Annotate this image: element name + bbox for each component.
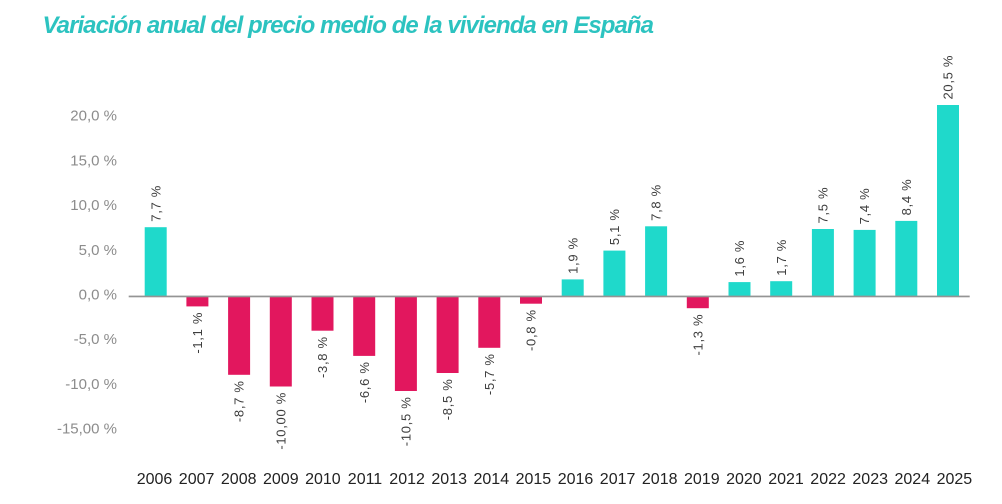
svg-text:-0,8 %: -0,8 % bbox=[524, 309, 539, 351]
svg-text:2016: 2016 bbox=[558, 471, 594, 488]
svg-text:0,0 %: 0,0 % bbox=[79, 287, 117, 304]
svg-text:-5,0 %: -5,0 % bbox=[74, 331, 117, 348]
svg-text:7,8 %: 7,8 % bbox=[649, 184, 664, 221]
svg-text:-3,8 %: -3,8 % bbox=[315, 336, 330, 378]
svg-text:2022: 2022 bbox=[810, 471, 846, 488]
svg-text:-15,00 %: -15,00 % bbox=[57, 421, 117, 438]
svg-text:1,7 %: 1,7 % bbox=[774, 239, 789, 276]
svg-text:2020: 2020 bbox=[726, 471, 762, 488]
svg-text:2012: 2012 bbox=[389, 471, 425, 488]
svg-text:Variación anual del precio med: Variación anual del precio medio de la v… bbox=[43, 12, 654, 39]
svg-text:2014: 2014 bbox=[474, 471, 510, 488]
svg-text:2024: 2024 bbox=[895, 471, 931, 488]
svg-text:-6,6 %: -6,6 % bbox=[357, 361, 372, 403]
svg-text:-10,5 %: -10,5 % bbox=[399, 397, 414, 447]
svg-text:2008: 2008 bbox=[221, 471, 257, 488]
svg-text:15,0 %: 15,0 % bbox=[70, 152, 117, 169]
svg-text:2011: 2011 bbox=[348, 471, 383, 488]
svg-text:2015: 2015 bbox=[516, 471, 552, 488]
svg-text:1,9 %: 1,9 % bbox=[565, 237, 580, 274]
svg-text:5,0 %: 5,0 % bbox=[79, 242, 117, 259]
svg-text:5,1 %: 5,1 % bbox=[607, 208, 622, 245]
svg-text:7,4 %: 7,4 % bbox=[857, 188, 872, 225]
svg-text:2025: 2025 bbox=[937, 471, 973, 488]
svg-text:2023: 2023 bbox=[852, 471, 888, 488]
svg-text:2007: 2007 bbox=[179, 471, 215, 488]
svg-text:2010: 2010 bbox=[305, 471, 341, 488]
svg-text:2013: 2013 bbox=[431, 471, 467, 488]
svg-text:2018: 2018 bbox=[642, 471, 678, 488]
svg-text:-5,7 %: -5,7 % bbox=[482, 353, 497, 395]
svg-text:10,0 %: 10,0 % bbox=[70, 197, 117, 214]
svg-text:-1,1 %: -1,1 % bbox=[190, 312, 205, 354]
svg-text:2021: 2021 bbox=[768, 471, 804, 488]
svg-text:8,4 %: 8,4 % bbox=[899, 179, 914, 216]
svg-text:2019: 2019 bbox=[684, 471, 720, 488]
svg-text:-1,3 %: -1,3 % bbox=[690, 314, 705, 356]
svg-text:20,5 %: 20,5 % bbox=[941, 55, 956, 100]
svg-text:2009: 2009 bbox=[263, 471, 299, 488]
svg-text:2006: 2006 bbox=[137, 471, 173, 488]
svg-text:-10,00 %: -10,00 % bbox=[273, 392, 288, 450]
svg-text:20,0 %: 20,0 % bbox=[70, 108, 117, 125]
svg-text:2017: 2017 bbox=[600, 471, 636, 488]
svg-text:7,5 %: 7,5 % bbox=[816, 187, 831, 224]
svg-text:-8,7 %: -8,7 % bbox=[232, 380, 247, 422]
svg-text:1,6 %: 1,6 % bbox=[732, 240, 747, 277]
svg-text:-8,5 %: -8,5 % bbox=[440, 379, 455, 421]
svg-text:-10,0 %: -10,0 % bbox=[65, 376, 117, 393]
svg-text:7,7 %: 7,7 % bbox=[148, 185, 163, 222]
